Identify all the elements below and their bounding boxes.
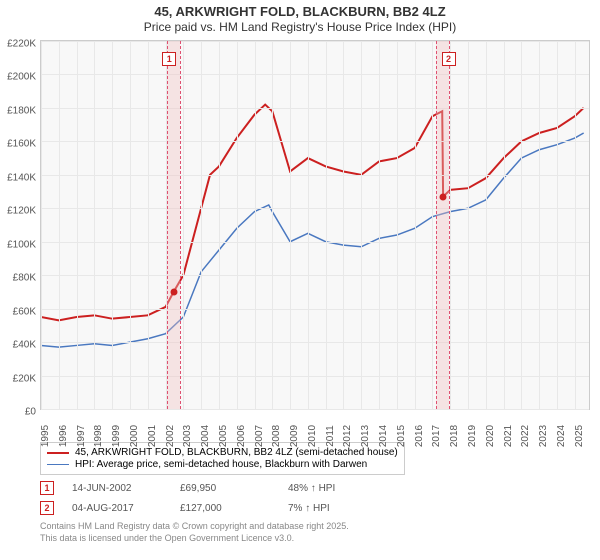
- x-tick-label: 2001: [147, 425, 158, 447]
- y-tick-label: £200K: [7, 72, 36, 83]
- x-tick-label: 2013: [360, 425, 371, 447]
- x-tick-label: 2025: [574, 425, 585, 447]
- sale-price: £69,950: [180, 483, 270, 494]
- sale-shaded-band: [436, 41, 449, 409]
- x-tick-label: 2015: [396, 425, 407, 447]
- y-tick-label: £140K: [7, 172, 36, 183]
- y-tick-label: £160K: [7, 139, 36, 150]
- x-tick-label: 2009: [289, 425, 300, 447]
- x-tick-label: 1999: [111, 425, 122, 447]
- y-axis: £0£20K£40K£60K£80K£100K£120K£140K£160K£1…: [0, 44, 38, 414]
- legend-swatch-price: [47, 452, 69, 454]
- footer-attribution: Contains HM Land Registry data © Crown c…: [40, 521, 600, 544]
- x-tick-label: 2000: [129, 425, 140, 447]
- x-axis: 1995 1996 1997 1998 1999 2000 2001 2002 2003 2004…: [40, 414, 590, 444]
- y-tick-label: £180K: [7, 105, 36, 116]
- x-tick-label: 2014: [378, 425, 389, 447]
- sale-delta: 48% ↑ HPI: [288, 483, 378, 494]
- sale-marker-in-chart: 1: [162, 52, 176, 66]
- x-tick-label: 2020: [485, 425, 496, 447]
- y-tick-label: £80K: [13, 273, 36, 284]
- x-tick-label: 2016: [414, 425, 425, 447]
- x-tick-label: 2022: [520, 425, 531, 447]
- legend-block: 45, ARKWRIGHT FOLD, BLACKBURN, BB2 4LZ (…: [40, 442, 588, 515]
- y-tick-label: £20K: [13, 373, 36, 384]
- y-tick-label: £60K: [13, 306, 36, 317]
- x-tick-label: 2019: [467, 425, 478, 447]
- x-tick-label: 2008: [271, 425, 282, 447]
- sale-marker-legend: 2: [40, 501, 54, 515]
- x-tick-label: 2007: [254, 425, 265, 447]
- series-line-hpi: [41, 133, 584, 347]
- series-line-price_paid: [41, 105, 584, 321]
- x-tick-label: 2005: [218, 425, 229, 447]
- y-tick-label: £120K: [7, 206, 36, 217]
- sale-summary-row: 1 14-JUN-2002 £69,950 48% ↑ HPI: [40, 481, 588, 495]
- x-tick-label: 2011: [325, 425, 336, 447]
- sale-date: 14-JUN-2002: [72, 483, 162, 494]
- chart-plot-area: 12: [40, 40, 590, 410]
- legend-label-hpi: HPI: Average price, semi-detached house,…: [75, 459, 367, 470]
- x-tick-label: 2006: [236, 425, 247, 447]
- sale-summary-row: 2 04-AUG-2017 £127,000 7% ↑ HPI: [40, 501, 588, 515]
- sale-price: £127,000: [180, 503, 270, 514]
- sale-dashed-line: [180, 41, 181, 409]
- sale-dashed-line: [436, 41, 437, 409]
- legend-label-price: 45, ARKWRIGHT FOLD, BLACKBURN, BB2 4LZ (…: [75, 447, 398, 458]
- x-tick-label: 2003: [182, 425, 193, 447]
- sale-dot: [440, 193, 447, 200]
- x-tick-label: 2018: [449, 425, 460, 447]
- legend-swatch-hpi: [47, 464, 69, 465]
- sale-marker-legend: 1: [40, 481, 54, 495]
- footer-line2: This data is licensed under the Open Gov…: [40, 533, 600, 545]
- x-tick-label: 2017: [431, 425, 442, 447]
- sale-dashed-line: [449, 41, 450, 409]
- x-tick-label: 1997: [76, 425, 87, 447]
- y-tick-label: £100K: [7, 239, 36, 250]
- chart-title-line2: Price paid vs. HM Land Registry's House …: [0, 20, 600, 34]
- sale-dashed-line: [167, 41, 168, 409]
- chart-lines-svg: [41, 41, 589, 409]
- x-tick-label: 1995: [40, 425, 51, 447]
- y-tick-label: £220K: [7, 39, 36, 50]
- x-tick-label: 2010: [307, 425, 318, 447]
- sale-delta: 7% ↑ HPI: [288, 503, 378, 514]
- x-tick-label: 2021: [503, 425, 514, 447]
- x-tick-label: 1996: [58, 425, 69, 447]
- x-tick-label: 2024: [556, 425, 567, 447]
- x-tick-label: 2023: [538, 425, 549, 447]
- y-tick-label: £0: [25, 407, 36, 418]
- sale-date: 04-AUG-2017: [72, 503, 162, 514]
- x-tick-label: 2002: [165, 425, 176, 447]
- footer-line1: Contains HM Land Registry data © Crown c…: [40, 521, 600, 533]
- sale-marker-in-chart: 2: [442, 52, 456, 66]
- x-tick-label: 2004: [200, 425, 211, 447]
- sale-shaded-band: [167, 41, 179, 409]
- y-tick-label: £40K: [13, 340, 36, 351]
- chart-title-line1: 45, ARKWRIGHT FOLD, BLACKBURN, BB2 4LZ: [0, 4, 600, 19]
- x-tick-label: 1998: [93, 425, 104, 447]
- x-tick-label: 2012: [342, 425, 353, 447]
- sale-dot: [170, 288, 177, 295]
